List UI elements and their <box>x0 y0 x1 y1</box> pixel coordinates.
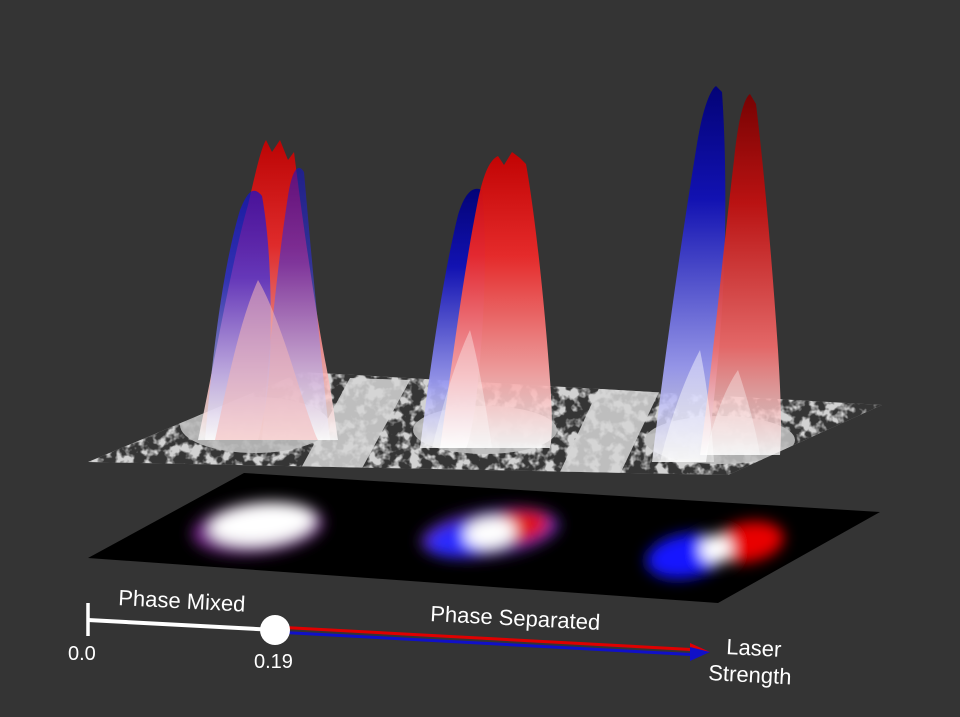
peak-separated-strong <box>652 86 782 462</box>
axis-separated-red <box>274 625 701 652</box>
axis-title-line1: Laser <box>726 634 782 662</box>
peak-strong-red <box>700 94 782 455</box>
tick-label-start: 0.0 <box>68 643 96 665</box>
density-blob-separated-strong <box>646 521 784 579</box>
peak-mixed <box>198 140 338 441</box>
axis-separated-blue <box>274 630 701 657</box>
laser-strength-axis <box>86 603 710 661</box>
density-blob-mixed <box>192 501 324 555</box>
tick-label-transition: 0.19 <box>254 651 293 673</box>
density-image-plane <box>88 473 880 603</box>
peak-strong-blue <box>652 86 726 462</box>
transition-point-marker <box>260 615 290 645</box>
peak-mid-red <box>440 152 552 448</box>
axis-mixed-segment <box>87 618 276 632</box>
peak-separated-mid <box>420 152 552 448</box>
density-blob-separated-mid <box>420 507 560 559</box>
label-phase-separated: Phase Separated <box>430 601 601 635</box>
label-phase-mixed: Phase Mixed <box>118 585 246 617</box>
axis-title-line2: Strength <box>708 660 792 689</box>
